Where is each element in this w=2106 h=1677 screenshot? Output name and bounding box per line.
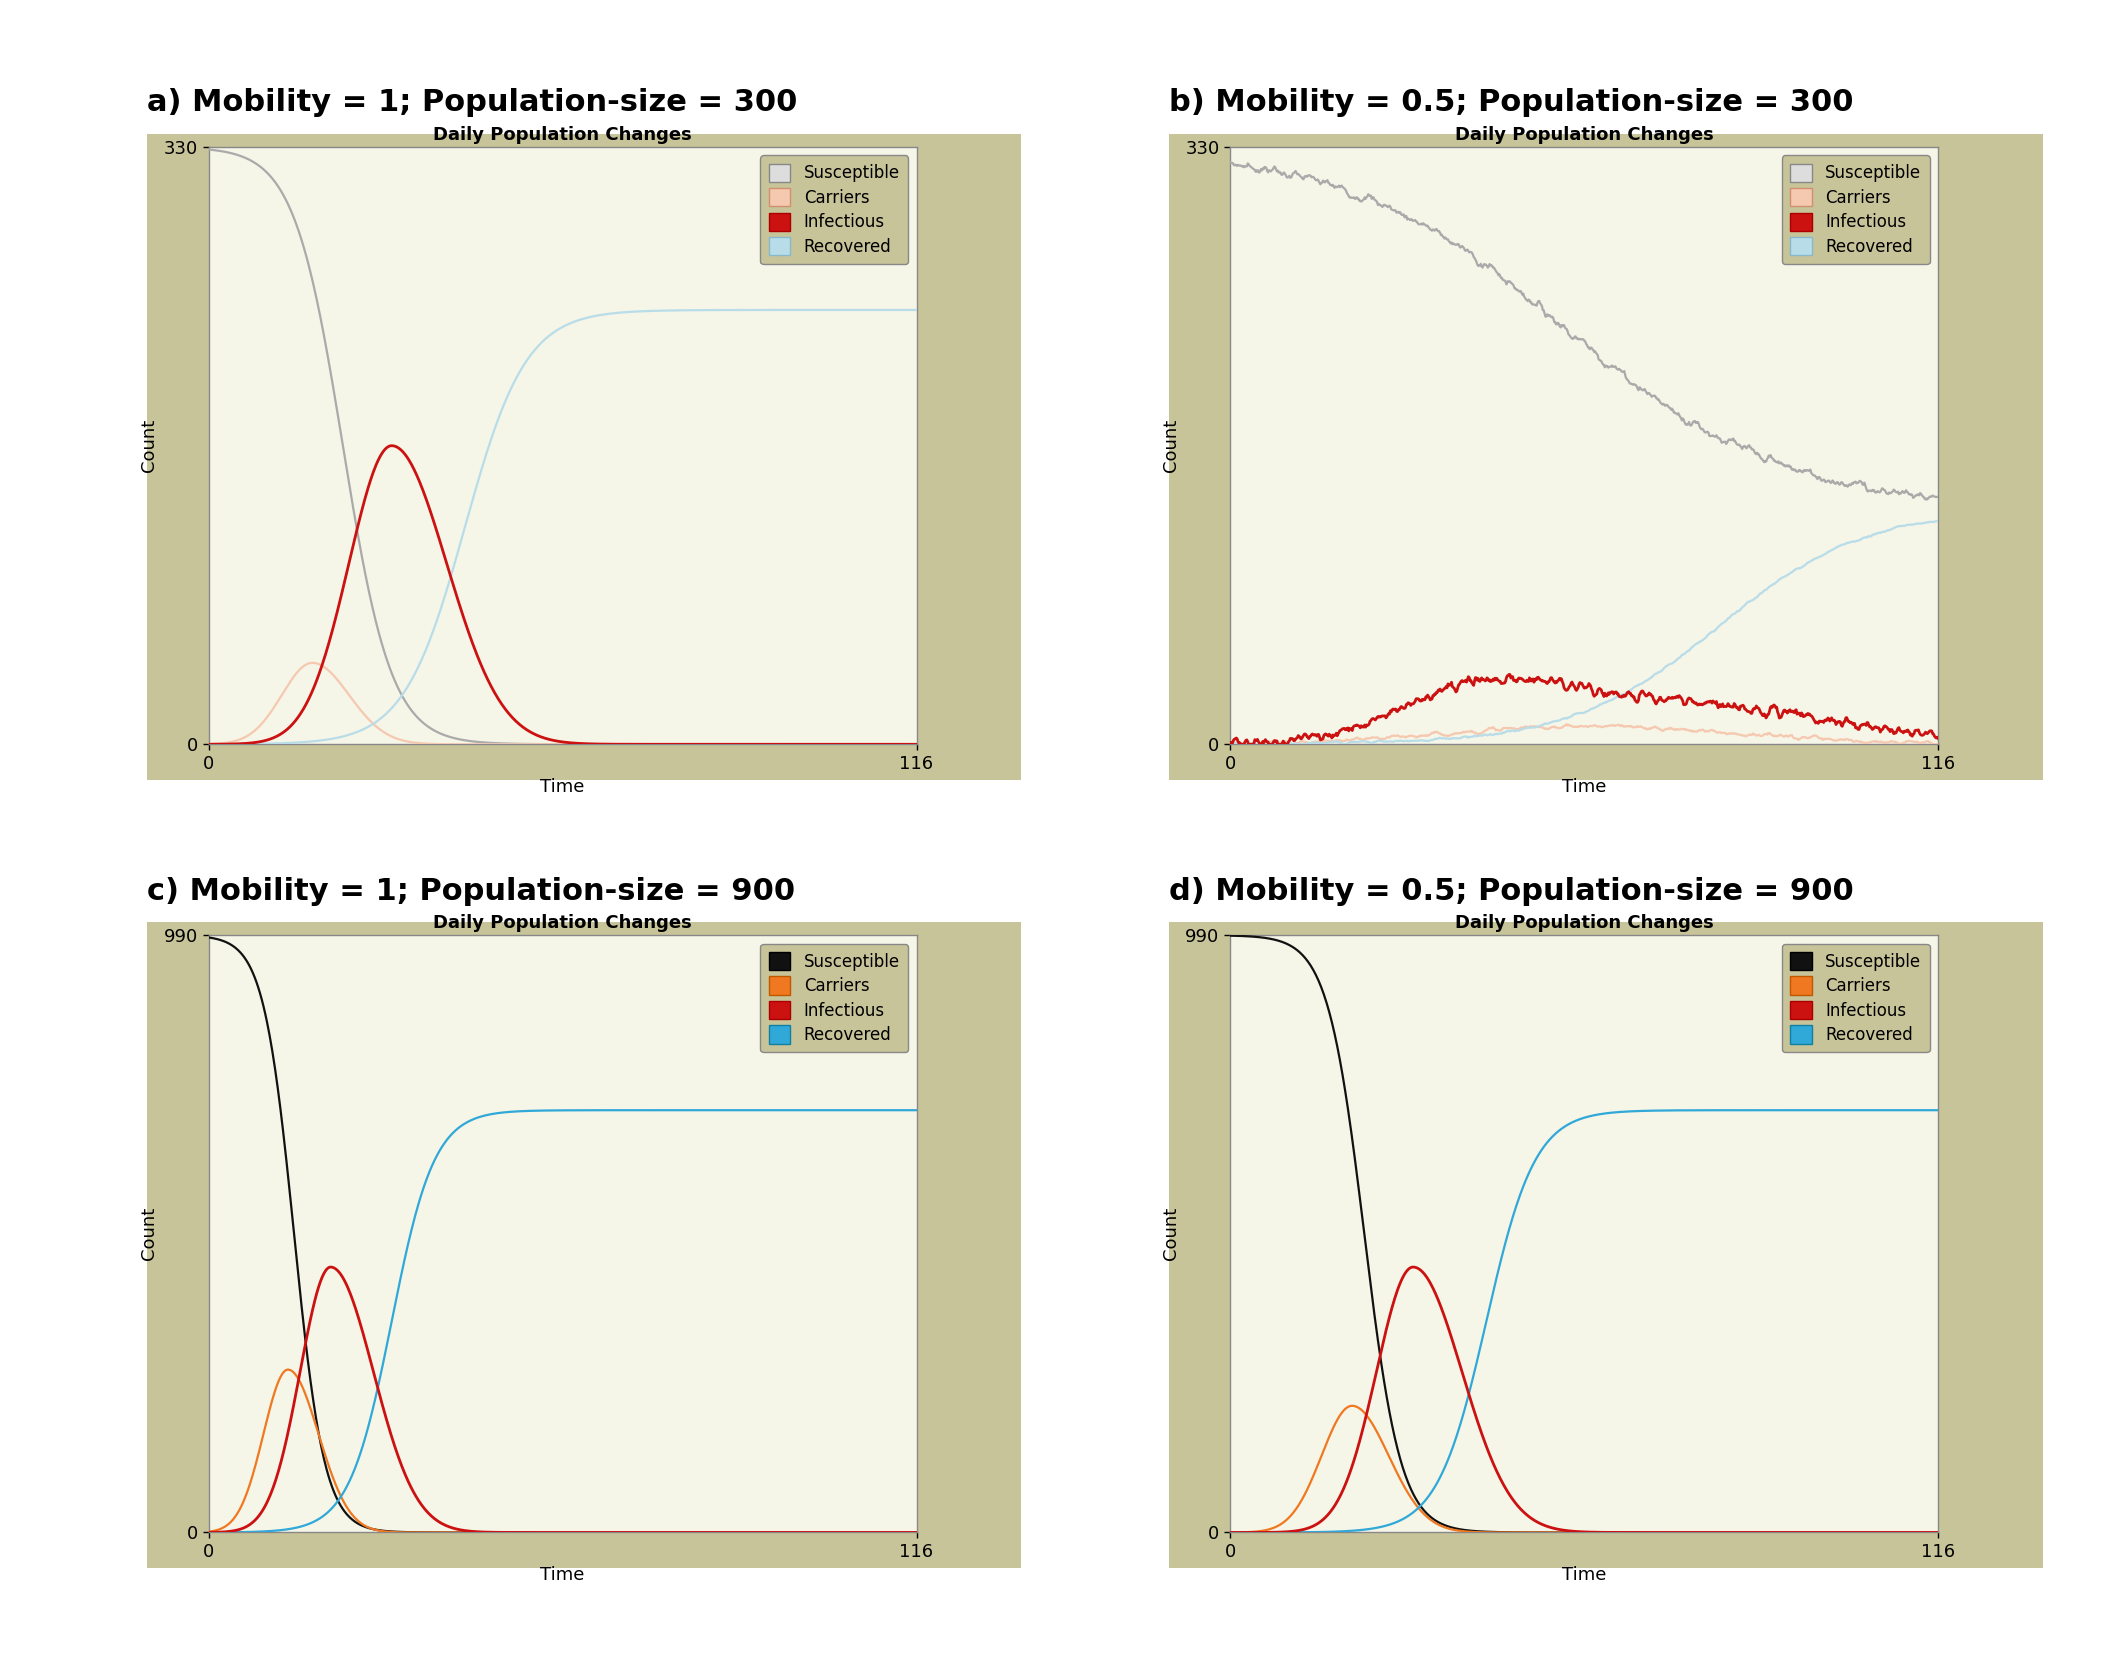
X-axis label: Time: Time [541, 778, 585, 797]
Y-axis label: Count: Count [1163, 1207, 1179, 1261]
Title: Daily Population Changes: Daily Population Changes [1455, 126, 1714, 144]
Text: d) Mobility = 0.5; Population-size = 900: d) Mobility = 0.5; Population-size = 900 [1169, 877, 1853, 906]
Title: Daily Population Changes: Daily Population Changes [434, 914, 693, 932]
Title: Daily Population Changes: Daily Population Changes [1455, 914, 1714, 932]
Title: Daily Population Changes: Daily Population Changes [434, 126, 693, 144]
Legend: Susceptible, Carriers, Infectious, Recovered: Susceptible, Carriers, Infectious, Recov… [1782, 944, 1929, 1053]
Text: b) Mobility = 0.5; Population-size = 300: b) Mobility = 0.5; Population-size = 300 [1169, 89, 1853, 117]
X-axis label: Time: Time [1563, 1566, 1607, 1585]
Y-axis label: Count: Count [1163, 419, 1179, 473]
Y-axis label: Count: Count [141, 1207, 158, 1261]
X-axis label: Time: Time [541, 1566, 585, 1585]
Legend: Susceptible, Carriers, Infectious, Recovered: Susceptible, Carriers, Infectious, Recov… [760, 156, 908, 265]
Legend: Susceptible, Carriers, Infectious, Recovered: Susceptible, Carriers, Infectious, Recov… [760, 944, 908, 1053]
Legend: Susceptible, Carriers, Infectious, Recovered: Susceptible, Carriers, Infectious, Recov… [1782, 156, 1929, 265]
Text: c) Mobility = 1; Population-size = 900: c) Mobility = 1; Population-size = 900 [147, 877, 796, 906]
Text: a) Mobility = 1; Population-size = 300: a) Mobility = 1; Population-size = 300 [147, 89, 798, 117]
Y-axis label: Count: Count [141, 419, 158, 473]
X-axis label: Time: Time [1563, 778, 1607, 797]
